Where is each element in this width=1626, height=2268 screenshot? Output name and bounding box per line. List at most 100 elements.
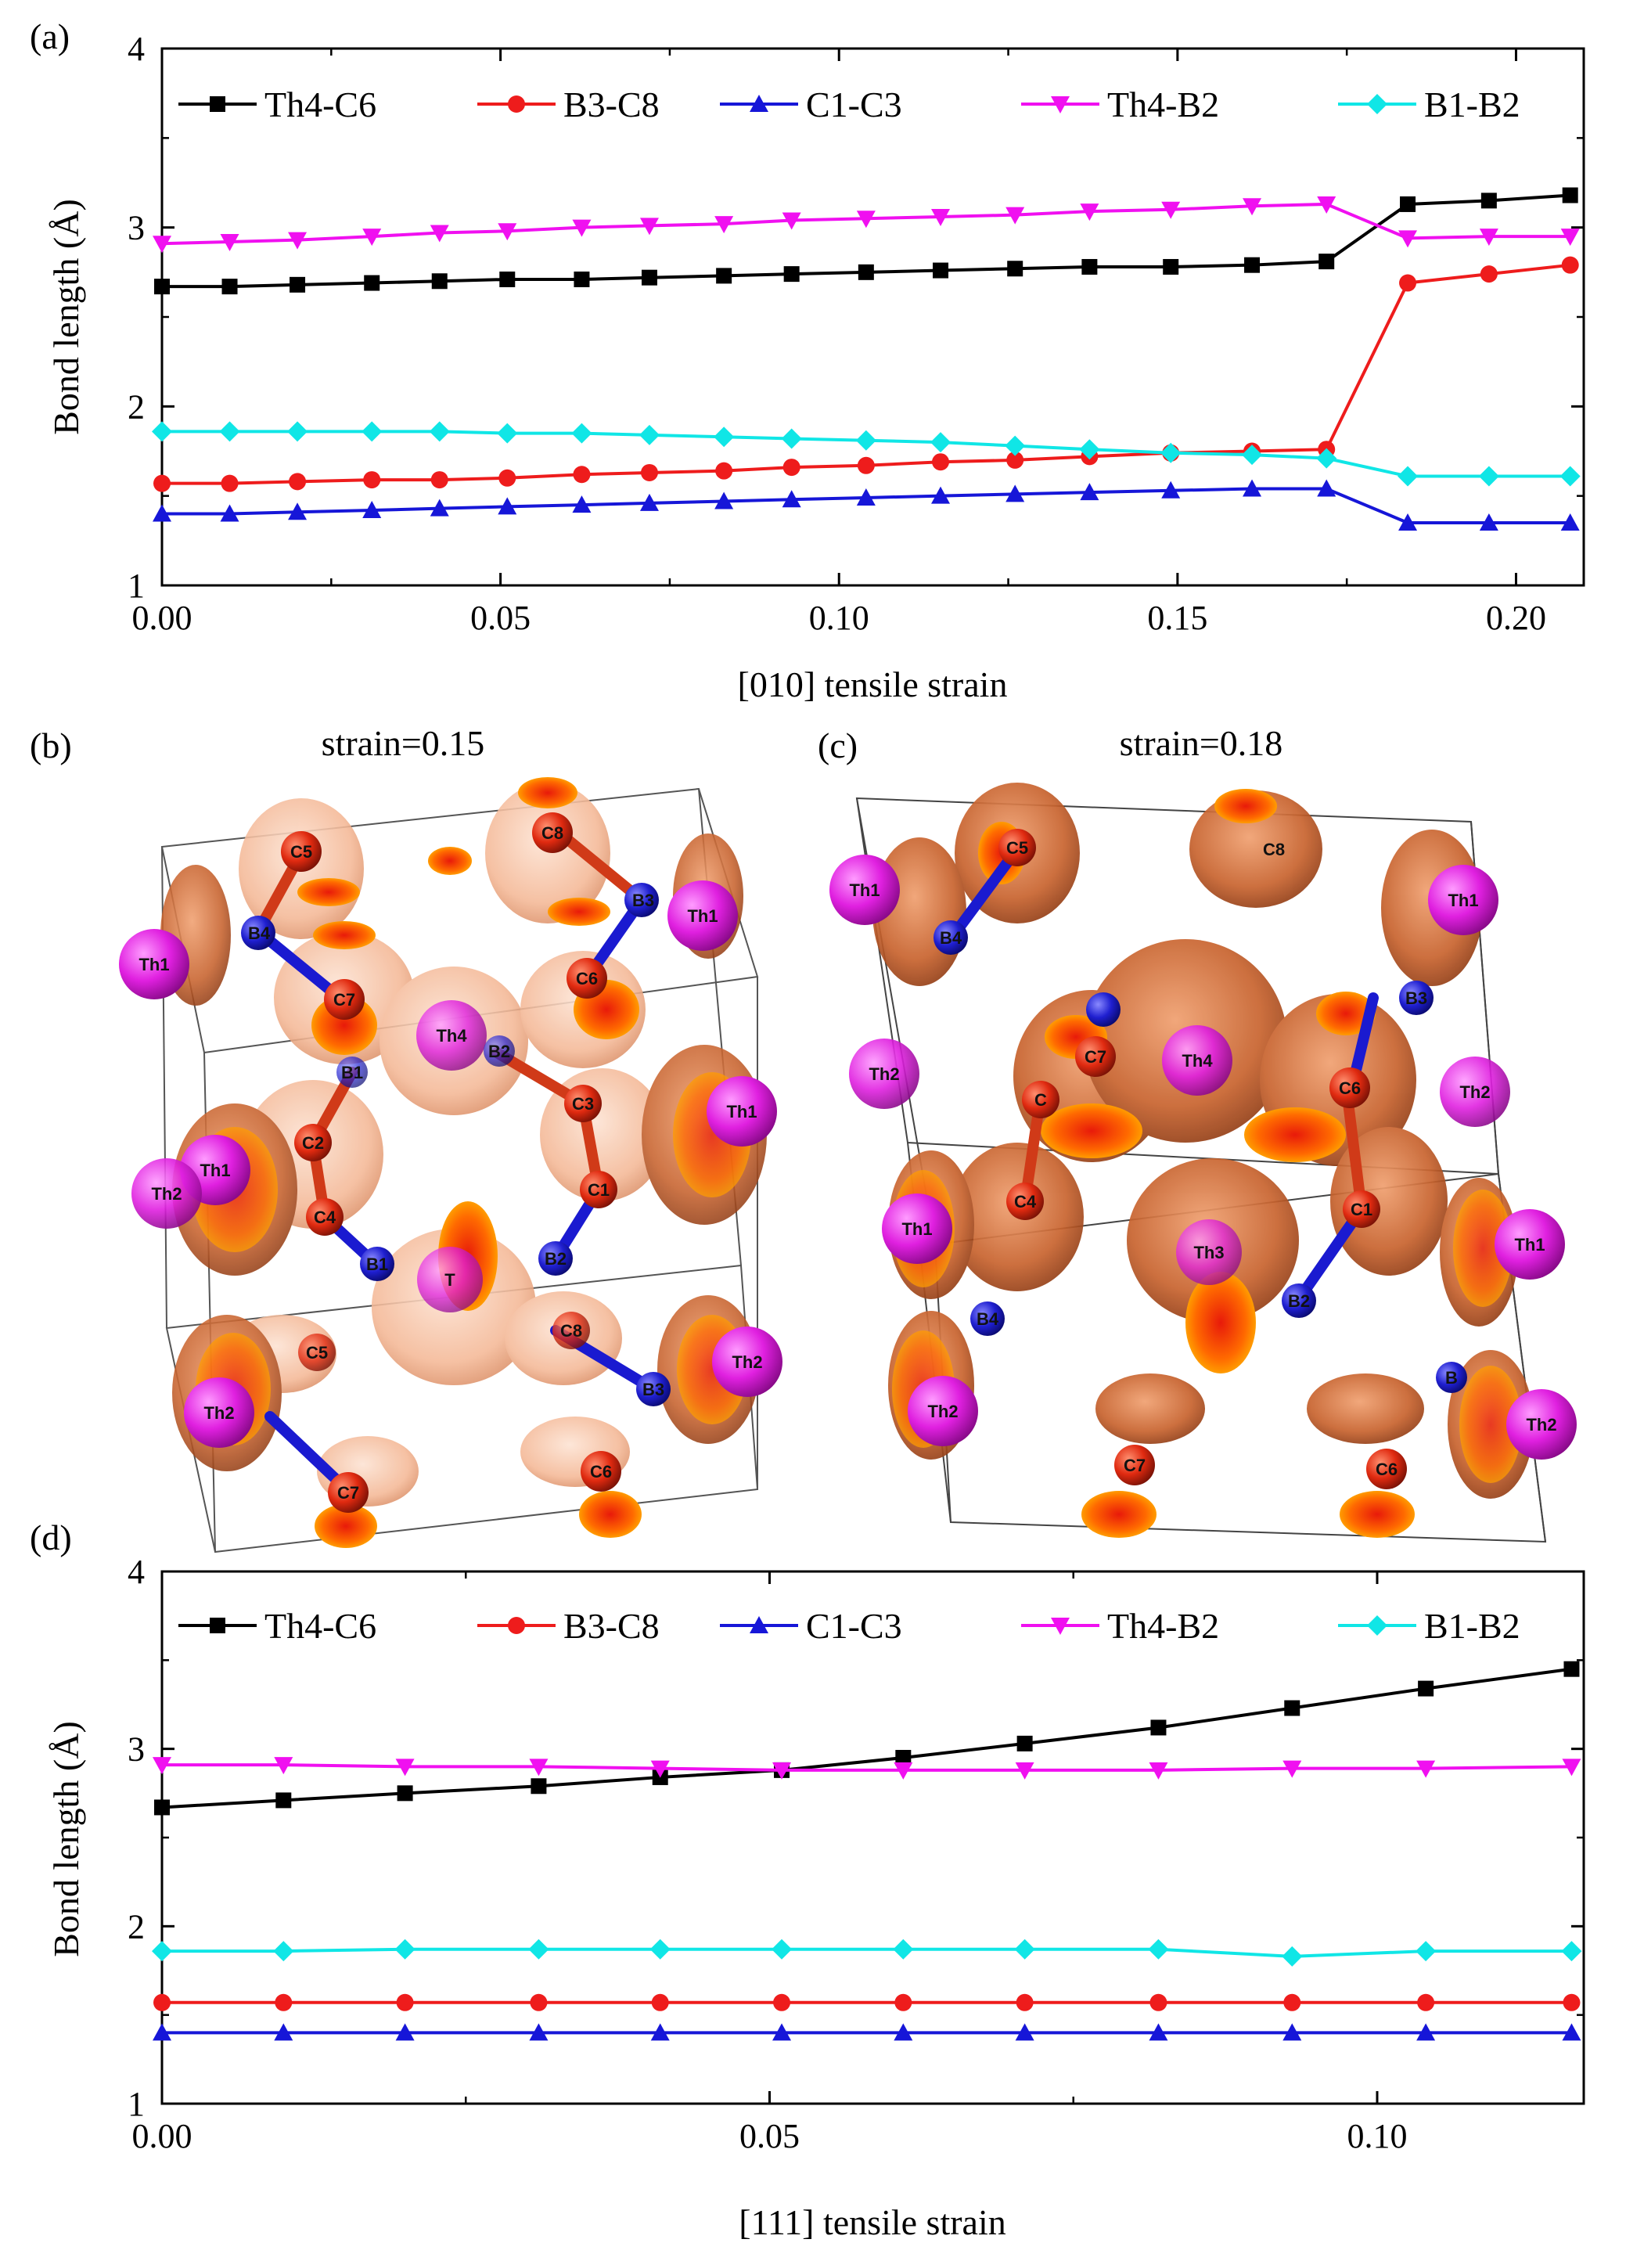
data-point-B3-C8 — [857, 456, 875, 474]
data-point-Th4-B2 — [714, 216, 734, 234]
legend-marker-B1-B2 — [1367, 1615, 1387, 1636]
atom-label-Th1: Th1 — [849, 880, 880, 900]
data-point-Th4-C6 — [1284, 1700, 1300, 1716]
data-point-Th4-B2 — [1282, 1760, 1302, 1778]
y-tick-label: 3 — [128, 1730, 145, 1769]
data-point-C1-C3 — [782, 490, 801, 508]
chart-d-xlabel: [111] tensile strain — [739, 2202, 1006, 2242]
data-point-Th4-B2 — [772, 1762, 792, 1780]
data-point-B3-C8 — [1016, 1993, 1034, 2011]
data-point-Th4-C6 — [858, 264, 874, 280]
x-tick-label: 0.10 — [1347, 2117, 1407, 2155]
data-point-C1-C3 — [1161, 481, 1181, 499]
data-point-B1-B2 — [855, 430, 876, 451]
data-point-C1-C3 — [529, 2023, 549, 2041]
data-point-Th4-C6 — [154, 1799, 170, 1816]
data-point-C1-C3 — [639, 493, 659, 511]
data-point-Th4-C6 — [1400, 196, 1416, 212]
atom-label-Th3: Th3 — [1193, 1243, 1224, 1262]
atom-labels-b: C5 C8 B3 B4 Th1 Th1 C7 C6 Th4 B2 B1 C3 Th1 Th1 C2 C1 Th2… — [138, 823, 762, 1503]
data-point-Th4-C6 — [933, 262, 949, 279]
data-point-Th4-B2 — [153, 1757, 171, 1775]
chart-d-plot: 1 2 3 4 0.00 0.05 0.10 Th4-C6 B3-C8 C1-C3 Th4-B2 B… — [46, 1553, 1585, 2242]
atom-label-C6: C6 — [1376, 1460, 1398, 1479]
atom-label-C1: C1 — [1351, 1200, 1372, 1219]
legend-label-Th4-B2: Th4-B2 — [1107, 85, 1219, 124]
chart-a-ylabel: Bond length (Å) — [46, 199, 86, 435]
data-point-B1-B2 — [152, 421, 172, 442]
data-point-B3-C8 — [289, 473, 307, 491]
chart-d-frame — [160, 1570, 1585, 2105]
data-point-Th4-B2 — [1562, 1759, 1581, 1777]
atom-label-C3: C3 — [572, 1094, 594, 1114]
legend-label-Th4-C6: Th4-C6 — [264, 1606, 376, 1646]
data-point-C1-C3 — [1005, 484, 1025, 502]
atom-label-C5: C5 — [306, 1343, 328, 1363]
data-point-Th4-C6 — [1418, 1680, 1434, 1697]
data-point-B3-C8 — [430, 471, 448, 489]
data-point-Th4-C6 — [1081, 258, 1098, 275]
atom-label-Th2: Th2 — [927, 1402, 958, 1421]
data-point-B1-B2 — [1561, 1941, 1582, 1962]
data-point-B1-B2 — [1242, 445, 1263, 466]
data-point-Th4-C6 — [1244, 257, 1261, 273]
data-point-B3-C8 — [651, 1993, 669, 2011]
data-point-Th4-C6 — [1563, 1661, 1580, 1677]
data-point-Th4-B2 — [856, 211, 876, 229]
data-point-Th4-C6 — [716, 268, 732, 284]
x-tick-label: 0.05 — [739, 2117, 800, 2155]
series-line-Th4-B2 — [161, 202, 1570, 246]
atoms-b — [119, 812, 782, 1513]
data-point-Th4-B2 — [572, 219, 592, 237]
data-point-B3-C8 — [773, 1993, 791, 2011]
data-point-B1-B2 — [639, 424, 660, 445]
atom-label-C5: C5 — [1006, 838, 1028, 858]
chart-a-ticks: 1 2 3 4 0.00 0.05 0.10 0.15 0.20 — [128, 30, 1584, 637]
legend-label-B1-B2: B1-B2 — [1424, 85, 1520, 124]
data-point-Th4-B2 — [529, 1759, 549, 1777]
data-point-Th4-C6 — [1163, 258, 1179, 275]
data-point-B1-B2 — [714, 427, 735, 448]
structure-c-isosurface: C5 C8 Th1 Th1 B4 B3 Th2 C7 Th4 C6 Th2 C C4 C1 Th1 Th1 Th… — [829, 783, 1577, 1543]
atom-label-Th2: Th2 — [732, 1352, 762, 1372]
data-point-B3-C8 — [275, 1993, 293, 2011]
atom-label-C7: C7 — [333, 990, 355, 1010]
data-point-Th4-C6 — [431, 273, 448, 290]
atom-label-C8: C8 — [560, 1321, 582, 1341]
x-tick-label: 0.20 — [1486, 599, 1546, 637]
data-point-B3-C8 — [153, 1993, 171, 2011]
data-point-B1-B2 — [930, 432, 951, 453]
y-tick-label: 4 — [128, 30, 145, 68]
data-point-B3-C8 — [1006, 451, 1024, 469]
data-point-C1-C3 — [153, 2023, 171, 2041]
atom-label-Th1: Th1 — [200, 1161, 230, 1180]
atom-label-Th2: Th2 — [1526, 1415, 1556, 1435]
atom-label-Th1: Th1 — [138, 955, 169, 974]
chart-d-ylabel: Bond length (Å) — [46, 1721, 86, 1957]
atom-label-Th4: Th4 — [436, 1026, 467, 1046]
data-point-Th4-B2 — [1243, 198, 1262, 216]
data-point-Th4-B2 — [894, 1762, 913, 1780]
data-point-B1-B2 — [1398, 466, 1419, 487]
atom-label-C4: C4 — [1014, 1192, 1037, 1211]
data-point-C1-C3 — [1243, 479, 1262, 497]
data-point-B3-C8 — [1399, 274, 1417, 292]
data-point-Th4-B2 — [639, 218, 659, 236]
data-point-Th4-C6 — [1562, 187, 1578, 203]
data-point-C1-C3 — [1282, 2023, 1302, 2041]
atom-label-Th2: Th2 — [151, 1184, 182, 1204]
atom-label-C4: C4 — [314, 1208, 336, 1227]
data-point-Th4-B2 — [395, 1759, 415, 1777]
data-point-B1-B2 — [273, 1941, 294, 1962]
atom-label-Th1: Th1 — [1514, 1235, 1545, 1255]
legend-marker-Th4-B2 — [1051, 96, 1070, 113]
atom-label-C: C — [1034, 1090, 1047, 1110]
x-tick-label: 0.00 — [132, 599, 192, 637]
atom-label-Th1: Th1 — [687, 906, 718, 926]
data-point-B1-B2 — [497, 423, 518, 444]
atom-label-B: B — [1445, 1368, 1458, 1388]
series-line-B1-B2 — [162, 1947, 1572, 1958]
atom-label-Th2: Th2 — [869, 1064, 899, 1084]
data-point-Th4-C6 — [1318, 254, 1335, 270]
data-point-B1-B2 — [1014, 1939, 1035, 1960]
